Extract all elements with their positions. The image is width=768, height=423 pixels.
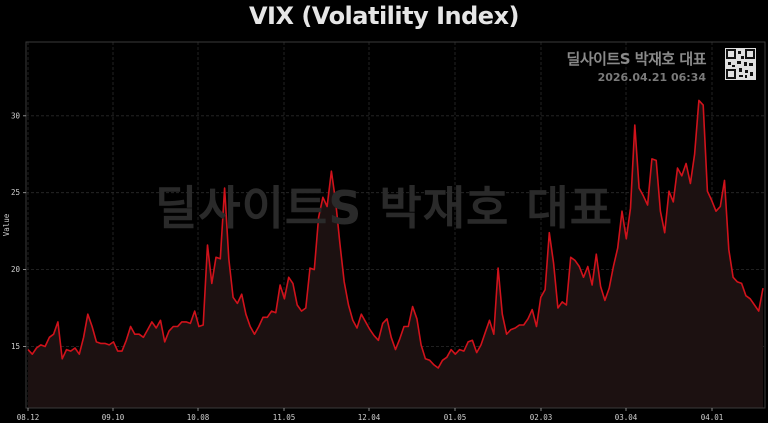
y-tick-label: 20: [11, 265, 21, 274]
area-fill: [28, 100, 763, 409]
x-tick-label: 03.04: [615, 413, 638, 422]
vix-line: [27, 99, 764, 369]
y-axis-label: Value: [2, 213, 11, 236]
brand-name: 딜사이트S 박재호 대표: [566, 50, 707, 68]
timestamp: 2026.04.21 06:34: [597, 71, 706, 84]
x-tick-label: 09.10: [102, 413, 125, 422]
y-tick-label: 30: [11, 111, 21, 120]
x-tick-label: 04.01: [701, 413, 724, 422]
branding-block: 딜사이트S 박재호 대표 2026.04.21 06:34: [566, 48, 707, 84]
x-tick-label: 11.05: [273, 413, 296, 422]
x-tick-label: 12.04: [358, 413, 381, 422]
qr-code-icon: [725, 48, 756, 80]
x-tick-label: 02.03: [530, 413, 553, 422]
x-tick-label: 08.12: [17, 413, 40, 422]
y-tick-label: 15: [11, 342, 20, 351]
y-axis: 15 20 25 30: [11, 111, 26, 351]
x-tick-label: 10.08: [187, 413, 210, 422]
x-tick-label: 01.05: [444, 413, 467, 422]
chart-title: VIX (Volatility Index): [248, 2, 520, 30]
x-axis: 08.12 09.10 10.08 11.05 12.04 01.05 02.03 03.04…: [17, 408, 724, 422]
plot-frame: [25, 41, 766, 409]
y-tick-label: 25: [11, 188, 20, 197]
